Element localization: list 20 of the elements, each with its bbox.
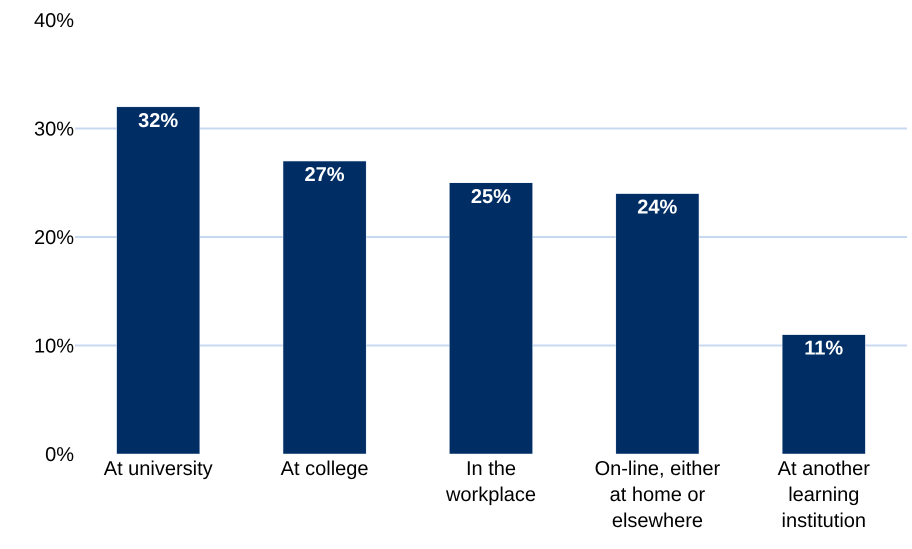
data-label: 32% [138, 110, 178, 132]
bar [449, 182, 533, 454]
x-tick-label: At another learning institution [778, 458, 870, 532]
bar [282, 160, 366, 454]
x-tick-label: In the workplace [444, 458, 536, 506]
y-tick-label: 20% [34, 227, 74, 249]
x-tick-label: On-line, either at home or elsewhere [594, 458, 721, 532]
data-label: 11% [804, 338, 844, 360]
data-label: 27% [304, 164, 345, 186]
x-tick-label: At university [104, 458, 213, 480]
bar [116, 106, 200, 454]
data-label: 25% [470, 186, 512, 208]
bar [616, 193, 700, 454]
data-label: 24% [637, 196, 678, 219]
y-tick-label: 40% [34, 10, 74, 32]
y-tick-label: 10% [34, 336, 74, 358]
bar [782, 334, 866, 454]
x-tick-label: At college [280, 458, 369, 480]
y-tick-label: 0% [45, 444, 74, 466]
y-tick-label: 30% [34, 118, 74, 140]
